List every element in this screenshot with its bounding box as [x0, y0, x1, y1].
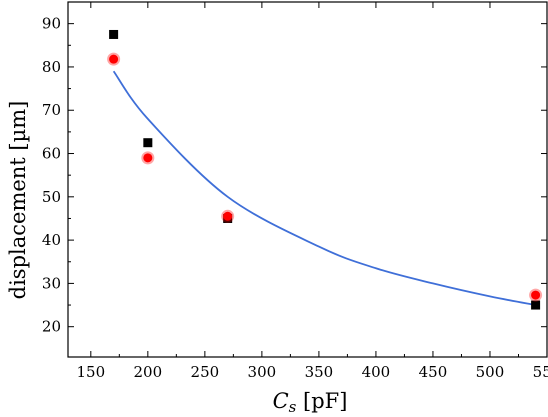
x-tick-label: 150: [76, 363, 105, 381]
plot-area: [107, 29, 543, 310]
x-tick-label: 300: [248, 363, 277, 381]
x-tick-label: 200: [134, 363, 163, 381]
x-tick-label: 500: [476, 363, 505, 381]
x-axis-label-sub: s: [289, 398, 297, 416]
x-tick-label: 250: [191, 363, 220, 381]
circle-point: [531, 290, 541, 300]
circle-point: [223, 211, 233, 221]
axes: 150 200 250 300 350 400 450 500 550 20 30 40 50 60 70 8…: [42, 1, 548, 381]
square-point: [531, 300, 541, 310]
x-tick-label: 550: [533, 363, 548, 381]
x-tick-label: 400: [362, 363, 391, 381]
circle-point: [143, 153, 153, 163]
y-tick-label: 60: [42, 145, 61, 163]
x-axis-label-main: C: [273, 389, 289, 413]
x-axis-label: Cs [pF]: [273, 389, 348, 416]
square-point: [109, 29, 119, 39]
y-tick-label: 90: [42, 15, 61, 33]
y-tick-label: 80: [42, 58, 61, 76]
y-axis-label: displacement [µm]: [6, 101, 30, 300]
circle-point: [109, 54, 119, 64]
square-point: [143, 138, 153, 148]
x-axis-label-unit: [pF]: [296, 389, 347, 413]
y-tick-label: 40: [42, 231, 61, 249]
fit-curve: [112, 70, 536, 306]
y-tick-label: 70: [42, 101, 61, 119]
y-tick-label: 20: [42, 318, 61, 336]
y-tick-label: 50: [42, 188, 61, 206]
x-tick-label: 350: [305, 363, 334, 381]
plot-frame: [67, 1, 548, 358]
x-tick-label: 450: [419, 363, 448, 381]
y-tick-label: 30: [42, 274, 61, 292]
